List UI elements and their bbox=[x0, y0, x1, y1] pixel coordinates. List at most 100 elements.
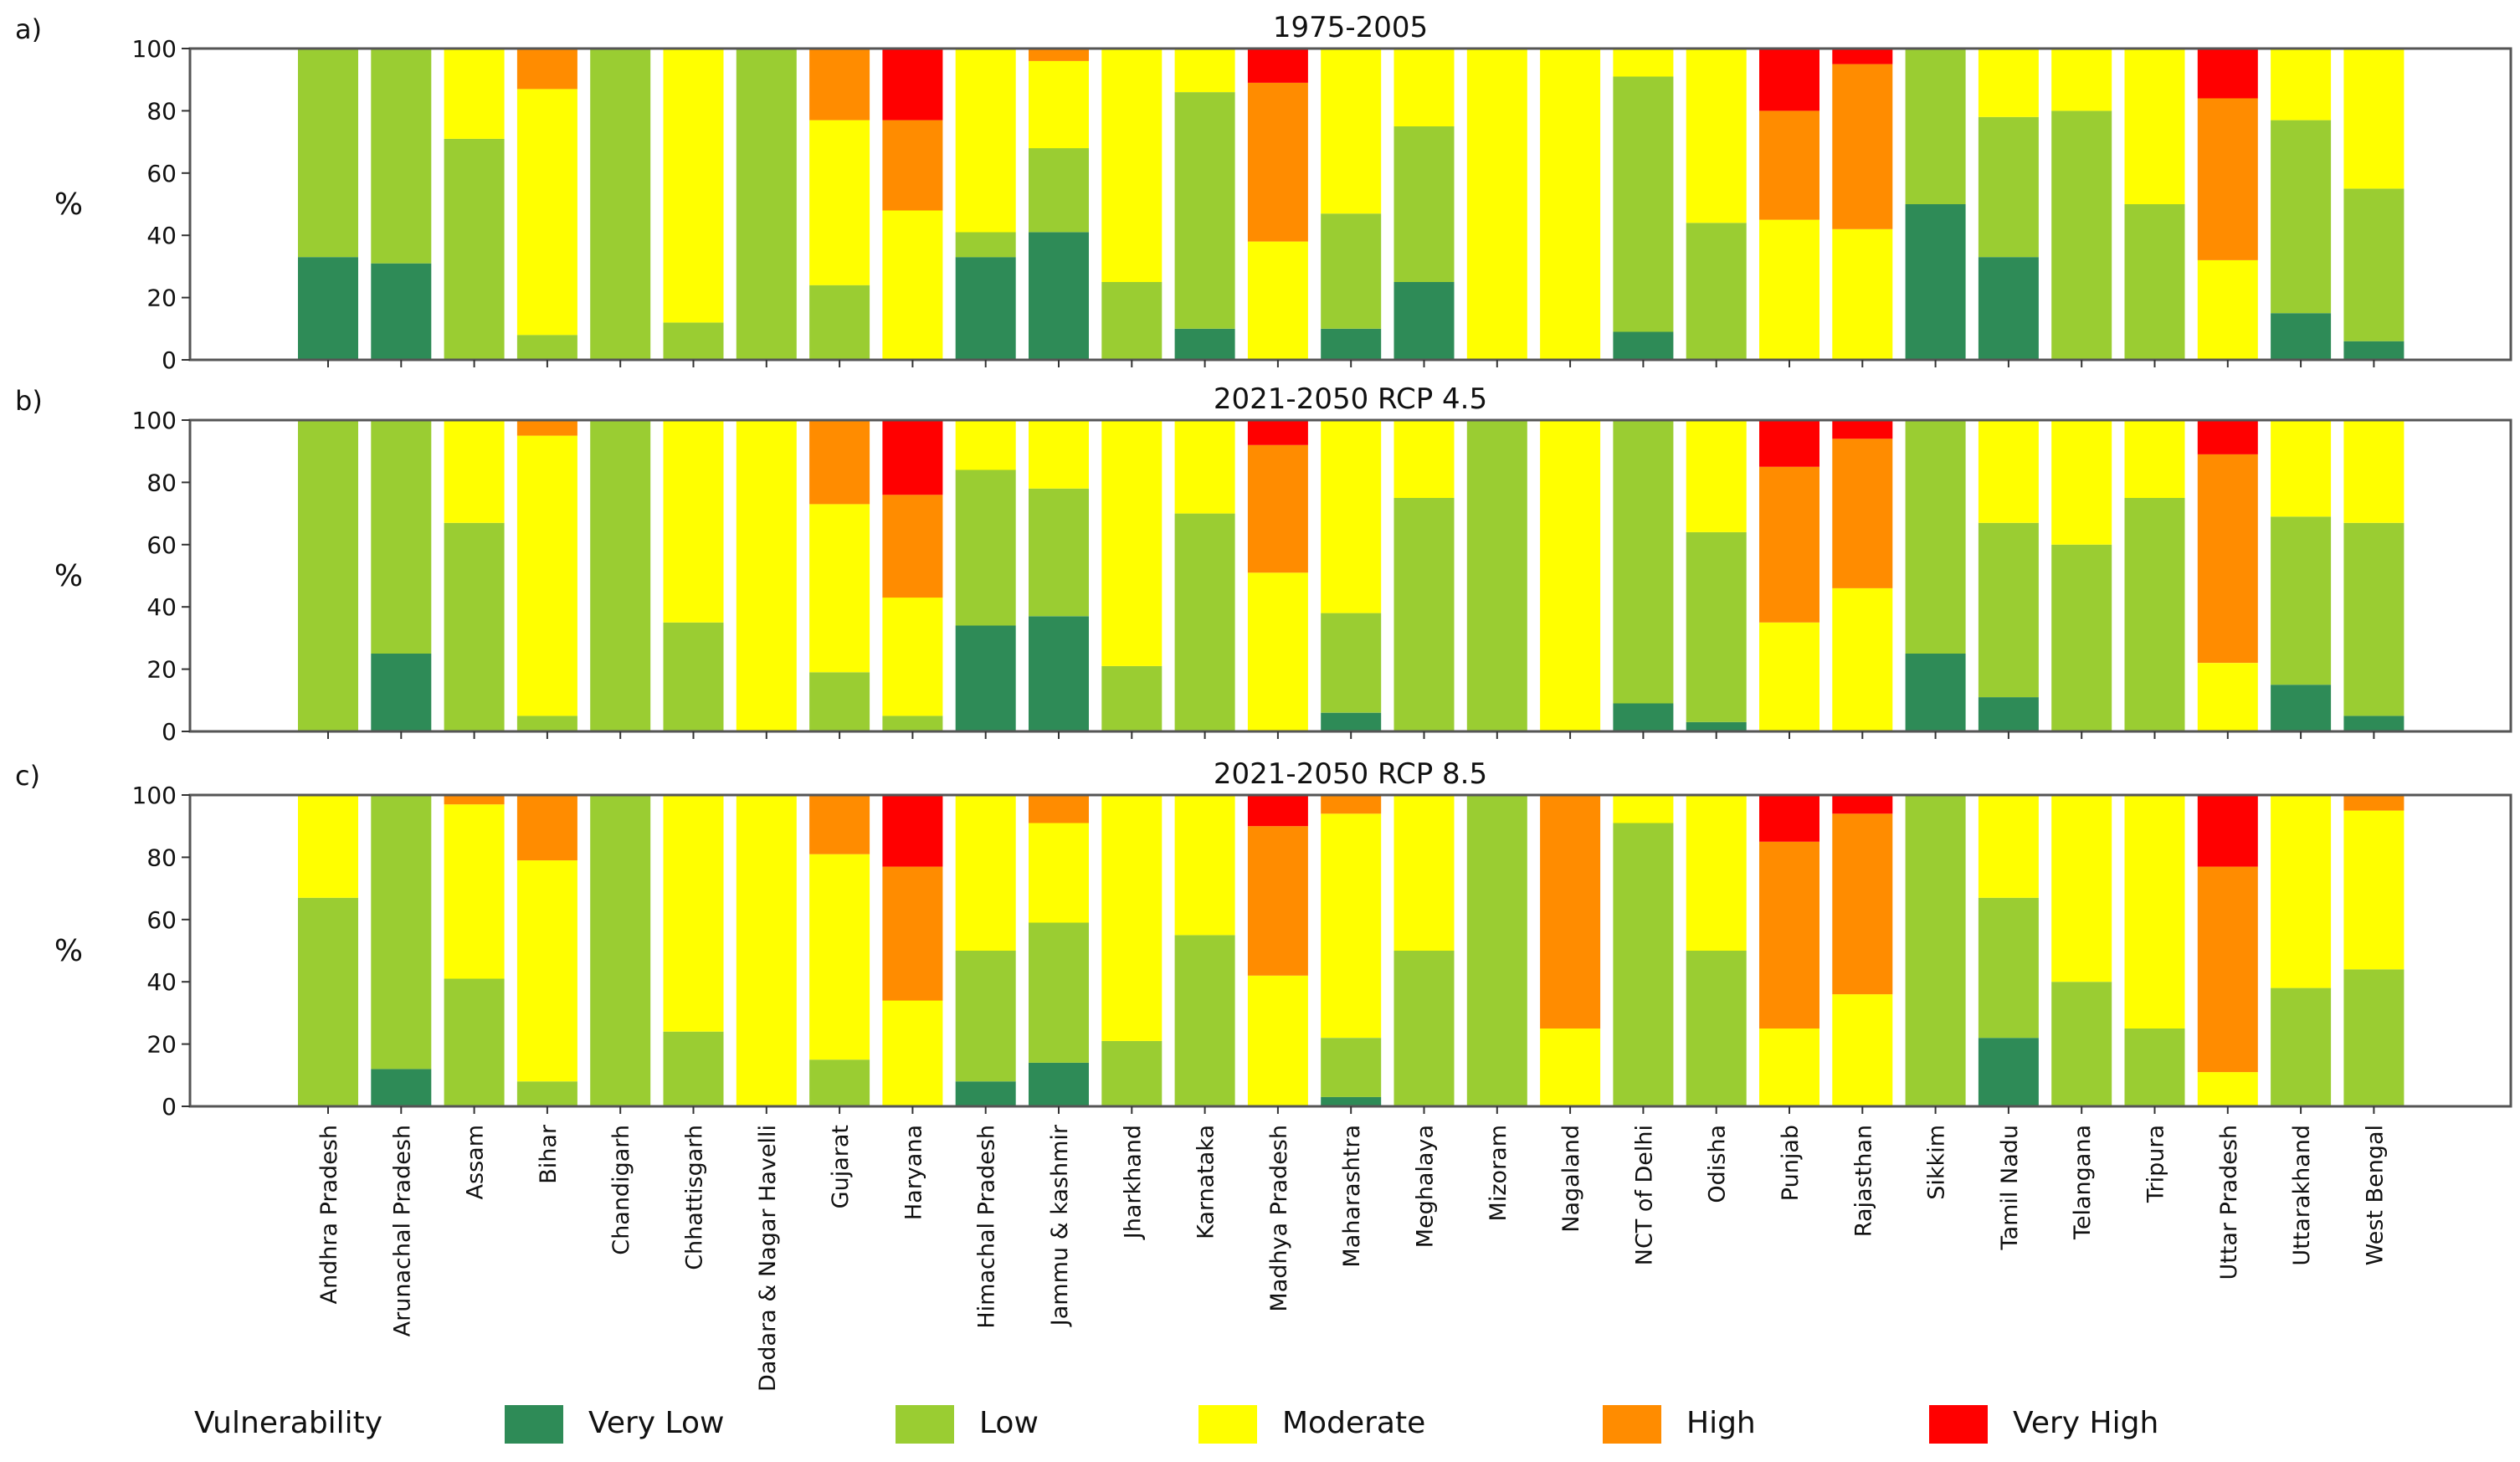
bar-haryana-moderate bbox=[882, 1000, 943, 1106]
bar-mizoram-moderate bbox=[1466, 49, 1527, 360]
bar-haryana-moderate bbox=[882, 598, 943, 716]
bar-gujarat-high bbox=[809, 420, 870, 505]
bar-sikkim-low bbox=[1905, 795, 1966, 1106]
bar-tamil-nadu-very-low bbox=[1978, 1038, 2039, 1106]
bar-jharkhand-low bbox=[1101, 282, 1162, 360]
bar-nct-of-delhi-low bbox=[1613, 420, 1674, 704]
x-tick-label: Assam bbox=[463, 1125, 489, 1199]
x-tick-label: Karnataka bbox=[1193, 1125, 1219, 1239]
panel-b: 0 20 40 60 80 100% 2021-2050 RCP 4.5 b) bbox=[15, 382, 2512, 746]
y-axis-label: % bbox=[54, 559, 83, 593]
bar-jammu-kashmir-low bbox=[1029, 488, 1089, 617]
x-tick-label: Chandigarh bbox=[608, 1125, 634, 1255]
y-tick-label: 40 bbox=[146, 968, 177, 996]
bar-jammu-kashmir-low bbox=[1029, 148, 1089, 233]
bar-maharashtra-low bbox=[1321, 213, 1382, 329]
bar-himachal-pradesh-very-low bbox=[955, 625, 1016, 731]
bar-haryana-high bbox=[882, 120, 943, 211]
panel-title: 2021-2050 RCP 4.5 bbox=[1214, 382, 1487, 416]
x-tick-label: Telangana bbox=[2070, 1125, 2096, 1240]
x-tick-label: Uttar Pradesh bbox=[2216, 1125, 2242, 1280]
bar-telangana-low bbox=[2051, 110, 2112, 360]
bar-arunachal-pradesh-low bbox=[371, 420, 432, 654]
bar-jammu-kashmir-moderate bbox=[1029, 60, 1089, 149]
x-tick-label: Odisha bbox=[1705, 1125, 1731, 1203]
bar-tripura-moderate bbox=[2124, 795, 2185, 1029]
x-tick-label: Gujarat bbox=[828, 1125, 854, 1208]
bar-madhya-pradesh-moderate bbox=[1247, 241, 1308, 360]
bar-jammu-kashmir-very-low bbox=[1029, 232, 1089, 360]
bar-haryana-very-high bbox=[882, 49, 943, 121]
bar-sikkim-very-low bbox=[1905, 654, 1966, 731]
x-tick-label: Himachal Pradesh bbox=[974, 1125, 1000, 1329]
bar-karnataka-low bbox=[1174, 92, 1235, 329]
y-tick-label: 0 bbox=[162, 718, 177, 746]
y-tick-label: 80 bbox=[146, 469, 177, 496]
bar-punjab-very-high bbox=[1759, 49, 1819, 111]
bar-gujarat-low bbox=[809, 285, 870, 360]
bar-chandigarh-low bbox=[590, 49, 651, 360]
y-tick-label: 40 bbox=[146, 222, 177, 249]
bar-rajasthan-very-high bbox=[1832, 795, 1893, 814]
bar-himachal-pradesh-very-low bbox=[955, 1081, 1016, 1106]
bar-dadara-nagar-havelli-moderate bbox=[736, 795, 797, 1106]
bar-punjab-moderate bbox=[1759, 219, 1819, 360]
bar-odisha-low bbox=[1686, 223, 1747, 360]
bar-punjab-very-high bbox=[1759, 420, 1819, 467]
bar-assam-low bbox=[444, 522, 505, 731]
panel-a: 0 20 40 60 80 100% 1975-2005 a) bbox=[15, 11, 2512, 374]
panel-label: b) bbox=[15, 385, 43, 417]
bar-bihar-low bbox=[516, 335, 577, 360]
bar-tamil-nadu-very-low bbox=[1978, 697, 2039, 731]
bar-madhya-pradesh-moderate bbox=[1247, 975, 1308, 1106]
bar-punjab-moderate bbox=[1759, 1029, 1819, 1106]
legend: Vulnerability Very Low Low Moderate High Very… bbox=[194, 1405, 2158, 1444]
bar-nct-of-delhi-very-low bbox=[1613, 703, 1674, 731]
bar-jammu-kashmir-very-low bbox=[1029, 616, 1089, 731]
bar-bihar-high bbox=[516, 420, 577, 436]
bar-jharkhand-moderate bbox=[1101, 795, 1162, 1041]
bar-assam-moderate bbox=[444, 804, 505, 979]
bar-uttarakhand-moderate bbox=[2271, 49, 2332, 121]
bar-jharkhand-low bbox=[1101, 665, 1162, 731]
y-axis-label: % bbox=[54, 934, 83, 968]
bar-west-bengal-very-low bbox=[2343, 716, 2405, 731]
bar-uttar-pradesh-high bbox=[2197, 98, 2258, 260]
bar-haryana-high bbox=[882, 495, 943, 598]
bar-rajasthan-moderate bbox=[1832, 228, 1893, 360]
y-tick-label: 80 bbox=[146, 97, 177, 125]
bar-gujarat-low bbox=[809, 1059, 870, 1106]
bar-uttar-pradesh-moderate bbox=[2197, 260, 2258, 360]
bar-haryana-very-high bbox=[882, 795, 943, 867]
bar-himachal-pradesh-moderate bbox=[955, 795, 1016, 951]
bar-telangana-moderate bbox=[2051, 795, 2112, 982]
bar-himachal-pradesh-very-low bbox=[955, 257, 1016, 360]
bar-dadara-nagar-havelli-moderate bbox=[736, 420, 797, 731]
bar-tripura-moderate bbox=[2124, 420, 2185, 498]
bar-haryana-moderate bbox=[882, 210, 943, 360]
bar-jharkhand-moderate bbox=[1101, 49, 1162, 282]
bar-andhra-pradesh-low bbox=[298, 897, 358, 1106]
bar-chhattisgarh-moderate bbox=[663, 49, 724, 323]
y-tick-label: 40 bbox=[146, 593, 177, 621]
y-tick-label: 60 bbox=[146, 531, 177, 559]
bar-odisha-moderate bbox=[1686, 795, 1747, 951]
bar-bihar-low bbox=[516, 716, 577, 731]
bar-andhra-pradesh-very-low bbox=[298, 257, 358, 360]
bar-telangana-moderate bbox=[2051, 420, 2112, 545]
bar-rajasthan-very-high bbox=[1832, 49, 1893, 64]
y-tick-label: 0 bbox=[162, 346, 177, 374]
bar-odisha-very-low bbox=[1686, 721, 1747, 731]
bar-tamil-nadu-moderate bbox=[1978, 795, 2039, 898]
bar-west-bengal-low bbox=[2343, 969, 2405, 1106]
panel-label: a) bbox=[15, 13, 42, 45]
bar-maharashtra-moderate bbox=[1321, 420, 1382, 613]
bar-nct-of-delhi-moderate bbox=[1613, 795, 1674, 823]
bar-meghalaya-moderate bbox=[1393, 49, 1455, 126]
legend-label-very-high: Very High bbox=[2013, 1406, 2158, 1440]
bar-gujarat-moderate bbox=[809, 504, 870, 673]
bar-chhattisgarh-low bbox=[663, 322, 724, 360]
bar-assam-low bbox=[444, 978, 505, 1106]
bar-karnataka-very-low bbox=[1174, 328, 1235, 360]
bar-odisha-moderate bbox=[1686, 420, 1747, 532]
